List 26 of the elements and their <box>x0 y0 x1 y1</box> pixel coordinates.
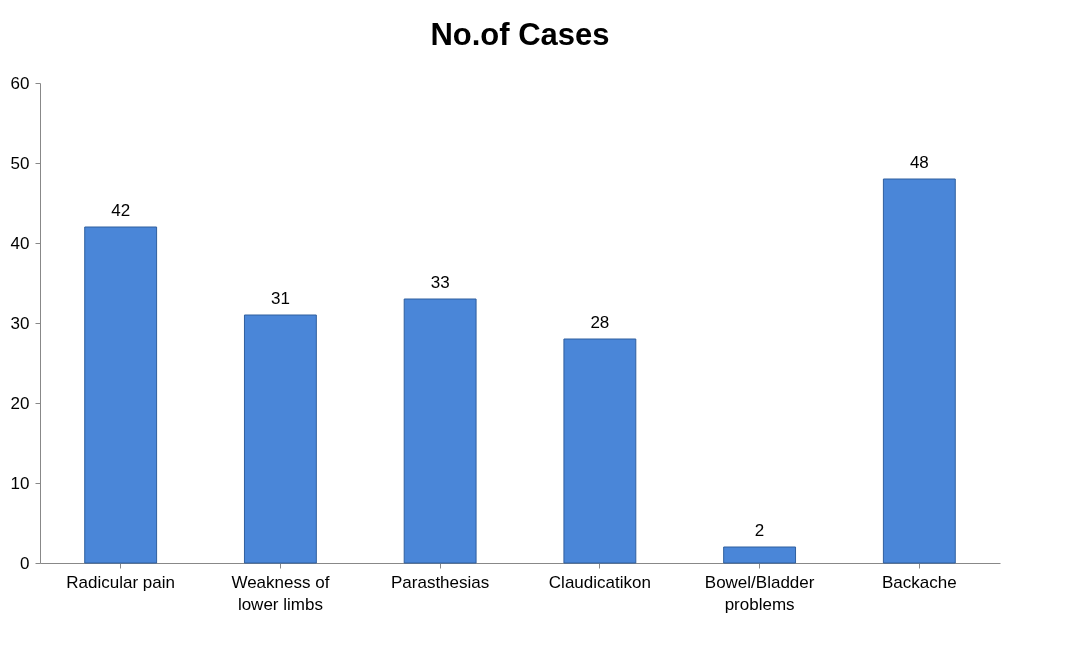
chart-title: No.of Cases <box>430 17 610 52</box>
data-label: 48 <box>909 153 929 172</box>
data-label: 28 <box>590 313 610 332</box>
y-tick-label: 10 <box>10 473 30 493</box>
data-label: 33 <box>430 273 450 292</box>
x-tick-label: Bowel/Bladder problems <box>704 572 815 614</box>
y-tick-label: 0 <box>20 553 30 573</box>
y-tick-label: 20 <box>10 393 30 413</box>
bar <box>882 178 956 564</box>
bar <box>723 546 797 564</box>
x-tick-label: Backache <box>882 572 957 592</box>
bar <box>403 298 477 564</box>
x-tick-label: Claudicatikon <box>548 572 651 592</box>
x-tick-label: Weakness of lower limbs <box>231 572 330 614</box>
data-label: 42 <box>111 201 131 220</box>
bar <box>563 338 637 564</box>
x-tick-label: Parasthesias <box>390 572 490 592</box>
x-tick-label: Radicular pain <box>66 572 176 592</box>
data-label: 2 <box>754 521 765 540</box>
y-tick-label: 30 <box>10 313 30 333</box>
bar <box>84 226 158 564</box>
y-tick-label: 40 <box>10 233 30 253</box>
bar <box>243 314 317 564</box>
y-tick-label: 50 <box>10 153 30 173</box>
data-label: 31 <box>270 289 290 308</box>
y-tick-label: 60 <box>10 73 30 93</box>
